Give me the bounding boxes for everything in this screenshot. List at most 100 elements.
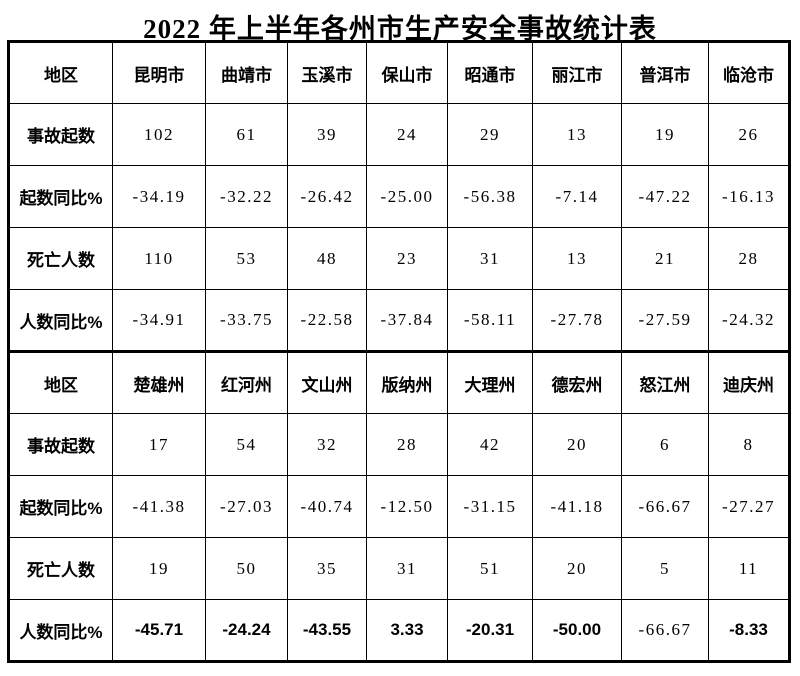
value-cell: 39 (287, 103, 367, 166)
value-cell: 29 (447, 103, 533, 166)
value-cell: 23 (366, 227, 448, 290)
region-name-cell: 昆明市 (112, 41, 206, 104)
value-cell: 21 (621, 227, 709, 290)
value-cell: -20.31 (447, 599, 533, 662)
region-name-cell: 楚雄州 (112, 350, 206, 414)
value-cell: 31 (366, 537, 448, 600)
region-header-label-cell: 地区 (8, 350, 113, 414)
value-cell: 53 (205, 227, 288, 290)
region-name-cell: 怒江州 (621, 350, 709, 414)
value-cell: -31.15 (447, 475, 533, 538)
table-row-death-count-prefectures: 死亡人数 19 50 35 31 51 20 5 11 (8, 537, 790, 600)
value-cell: 28 (708, 227, 790, 290)
value-cell: 20 (532, 413, 622, 476)
value-cell: 28 (366, 413, 448, 476)
table-row-accident-count-cities: 事故起数 102 61 39 24 29 13 19 26 (8, 103, 790, 166)
value-cell: -34.91 (112, 289, 206, 352)
value-cell: -27.78 (532, 289, 622, 352)
value-cell: 50 (205, 537, 288, 600)
value-cell: -66.67 (621, 599, 709, 662)
row-label-cell: 死亡人数 (8, 537, 113, 600)
value-cell: -40.74 (287, 475, 367, 538)
value-cell: -26.42 (287, 165, 367, 228)
region-header-label-cell: 地区 (8, 41, 113, 104)
value-cell: 31 (447, 227, 533, 290)
table-row-region-header-prefectures: 地区 楚雄州 红河州 文山州 版纳州 大理州 德宏州 怒江州 迪庆州 (8, 350, 790, 414)
value-cell: 24 (366, 103, 448, 166)
value-cell: 32 (287, 413, 367, 476)
value-cell: 20 (532, 537, 622, 600)
value-cell: -24.32 (708, 289, 790, 352)
row-label-cell: 人数同比% (8, 289, 113, 352)
value-cell: -27.27 (708, 475, 790, 538)
row-label-cell: 起数同比% (8, 165, 113, 228)
value-cell: 26 (708, 103, 790, 166)
table-row-region-header-cities: 地区 昆明市 曲靖市 玉溪市 保山市 昭通市 丽江市 普洱市 临沧市 (8, 41, 790, 104)
value-cell: -41.18 (532, 475, 622, 538)
value-cell: -16.13 (708, 165, 790, 228)
value-cell: -12.50 (366, 475, 448, 538)
region-name-cell: 丽江市 (532, 41, 622, 104)
table-row-accident-count-prefectures: 事故起数 17 54 32 28 42 20 6 8 (8, 413, 790, 476)
row-label-cell: 死亡人数 (8, 227, 113, 290)
value-cell: -33.75 (205, 289, 288, 352)
region-name-cell: 红河州 (205, 350, 288, 414)
value-cell: -27.59 (621, 289, 709, 352)
region-name-cell: 临沧市 (708, 41, 790, 104)
value-cell: -7.14 (532, 165, 622, 228)
value-cell: 35 (287, 537, 367, 600)
value-cell: -50.00 (532, 599, 622, 662)
region-name-cell: 昭通市 (447, 41, 533, 104)
value-cell: 61 (205, 103, 288, 166)
table-row-death-yoy-prefectures: 人数同比% -45.71 -24.24 -43.55 3.33 -20.31 -… (8, 599, 790, 662)
value-cell: 6 (621, 413, 709, 476)
row-label-cell: 人数同比% (8, 599, 113, 662)
value-cell: -22.58 (287, 289, 367, 352)
accident-statistics-table: 地区 昆明市 曲靖市 玉溪市 保山市 昭通市 丽江市 普洱市 临沧市 事故起数 … (7, 40, 791, 663)
value-cell: -27.03 (205, 475, 288, 538)
region-name-cell: 大理州 (447, 350, 533, 414)
table-row-accident-yoy-prefectures: 起数同比% -41.38 -27.03 -40.74 -12.50 -31.15… (8, 475, 790, 538)
value-cell: -47.22 (621, 165, 709, 228)
value-cell: -37.84 (366, 289, 448, 352)
value-cell: 17 (112, 413, 206, 476)
value-cell: 54 (205, 413, 288, 476)
value-cell: -58.11 (447, 289, 533, 352)
value-cell: 19 (621, 103, 709, 166)
value-cell: 42 (447, 413, 533, 476)
value-cell: -66.67 (621, 475, 709, 538)
value-cell: -45.71 (112, 599, 206, 662)
value-cell: 13 (532, 103, 622, 166)
value-cell: -24.24 (205, 599, 288, 662)
region-name-cell: 普洱市 (621, 41, 709, 104)
region-name-cell: 迪庆州 (708, 350, 790, 414)
value-cell: 5 (621, 537, 709, 600)
value-cell: -56.38 (447, 165, 533, 228)
value-cell: 51 (447, 537, 533, 600)
value-cell: 11 (708, 537, 790, 600)
table-title: 2022 年上半年各州市生产安全事故统计表 (143, 14, 657, 44)
region-name-cell: 版纳州 (366, 350, 448, 414)
region-name-cell: 玉溪市 (287, 41, 367, 104)
table-row-death-count-cities: 死亡人数 110 53 48 23 31 13 21 28 (8, 227, 790, 290)
value-cell: 19 (112, 537, 206, 600)
value-cell: 13 (532, 227, 622, 290)
value-cell: -8.33 (708, 599, 790, 662)
row-label-cell: 起数同比% (8, 475, 113, 538)
value-cell: -25.00 (366, 165, 448, 228)
value-cell: 3.33 (366, 599, 448, 662)
value-cell: 102 (112, 103, 206, 166)
value-cell: -34.19 (112, 165, 206, 228)
value-cell: -32.22 (205, 165, 288, 228)
table-row-accident-yoy-cities: 起数同比% -34.19 -32.22 -26.42 -25.00 -56.38… (8, 165, 790, 228)
value-cell: -41.38 (112, 475, 206, 538)
region-name-cell: 曲靖市 (205, 41, 288, 104)
value-cell: -43.55 (287, 599, 367, 662)
value-cell: 8 (708, 413, 790, 476)
value-cell: 110 (112, 227, 206, 290)
table-row-death-yoy-cities: 人数同比% -34.91 -33.75 -22.58 -37.84 -58.11… (8, 289, 790, 352)
region-name-cell: 德宏州 (532, 350, 622, 414)
row-label-cell: 事故起数 (8, 413, 113, 476)
value-cell: 48 (287, 227, 367, 290)
